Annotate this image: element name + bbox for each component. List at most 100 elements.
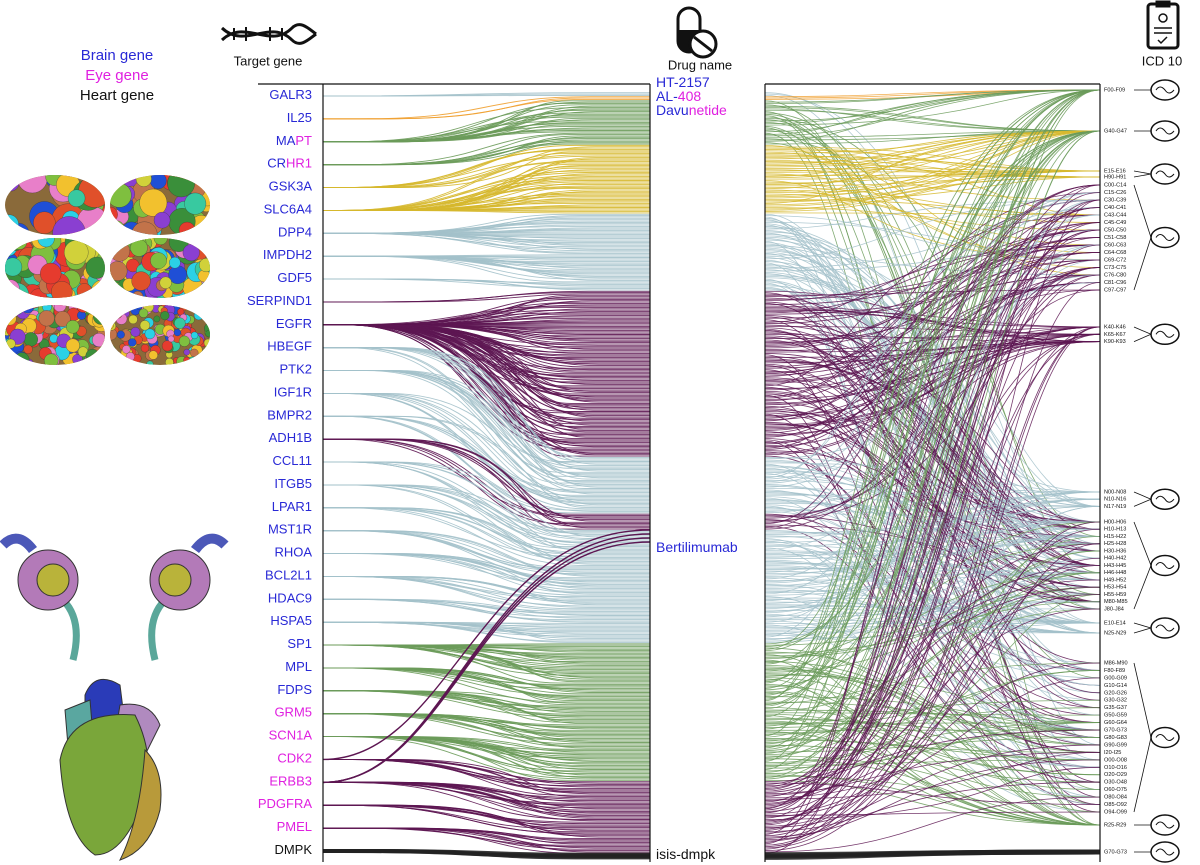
brain-region	[5, 313, 12, 323]
header: Drug name	[668, 57, 732, 72]
flow-line	[764, 282, 1101, 834]
label-part: FDPS	[277, 682, 312, 697]
flow-line	[764, 515, 1101, 603]
flow-line	[323, 94, 650, 97]
label: ITGB5	[274, 476, 312, 491]
flow-line	[764, 301, 1101, 552]
label: HSPA5	[270, 614, 312, 629]
label: PTK2	[279, 362, 312, 377]
flow-line	[764, 244, 1101, 348]
bracket	[1133, 627, 1152, 634]
icd-code: J80-J84	[1104, 606, 1124, 612]
dna-icon	[220, 23, 317, 45]
brain-region	[51, 281, 73, 298]
brain-region	[149, 175, 167, 190]
flow-line	[764, 130, 1101, 773]
flow-line	[764, 361, 1101, 523]
label-part: AL-	[656, 88, 678, 104]
flow-line	[764, 130, 1101, 206]
brain-region	[135, 305, 143, 310]
label: EGFR	[276, 316, 312, 331]
organ-icon-detail	[1155, 127, 1175, 135]
flow-line	[764, 311, 1101, 342]
brain-region	[90, 305, 105, 313]
eye-nerve	[60, 597, 80, 661]
flow-line	[323, 347, 650, 458]
flow-line	[764, 341, 1101, 418]
flow-line	[764, 184, 1101, 810]
brain-region	[201, 305, 210, 312]
label: ERBB3	[269, 774, 312, 789]
flow-line	[764, 566, 1101, 624]
label: CRHR1	[267, 156, 312, 171]
brain-region	[76, 305, 91, 313]
flow-line	[323, 392, 650, 498]
flow-line	[764, 199, 1101, 847]
flow-line	[764, 572, 1101, 637]
label-part: MPL	[285, 659, 312, 674]
eye-nerve	[148, 597, 168, 661]
flow-line	[764, 176, 1101, 211]
brain-region	[40, 262, 62, 285]
icd-code: O60-O75	[1104, 787, 1127, 793]
heart-ventricle	[119, 748, 162, 861]
label-part: netide	[689, 102, 727, 118]
flow-line	[764, 341, 1101, 448]
flow-line	[323, 736, 650, 780]
label: SLC6A4	[264, 202, 312, 217]
flow-line	[764, 184, 1101, 845]
brain-region	[153, 315, 161, 323]
brain-region	[178, 335, 190, 347]
brain-region	[5, 238, 18, 253]
flow-line	[323, 804, 650, 838]
flow-line	[323, 370, 650, 488]
check	[1157, 36, 1168, 45]
label: HBEGF	[267, 339, 312, 354]
icd-code: E10-E14	[1104, 620, 1126, 626]
label-part: RHOA	[274, 545, 312, 560]
brain-region	[165, 357, 174, 365]
brain-region	[21, 305, 34, 314]
brain-region	[10, 289, 24, 298]
flow-line	[764, 332, 1101, 530]
label-part: CR	[267, 156, 286, 171]
label: MAPT	[276, 133, 312, 148]
icd-code: C40-C41	[1104, 205, 1126, 211]
flow-line	[323, 530, 650, 577]
label-part: SP1	[287, 637, 312, 652]
flow-line	[764, 146, 1101, 172]
icd-code: O20-O29	[1104, 772, 1127, 778]
brain-region	[5, 311, 17, 326]
brain-region	[159, 276, 172, 289]
flow-line	[764, 89, 1101, 142]
flow-line	[764, 506, 1101, 614]
icd-code: G10-G14	[1104, 683, 1127, 689]
brain	[110, 238, 210, 298]
label-part: BCL2L1	[265, 568, 312, 583]
label-part: LPAR1	[272, 499, 312, 514]
flow-line	[764, 237, 1101, 819]
flow-line	[764, 521, 1101, 841]
flow-line	[764, 199, 1101, 806]
icd-code: G40-G47	[1104, 128, 1127, 134]
icd-code: H49-H52	[1104, 577, 1126, 583]
flow-line	[764, 811, 1101, 816]
brain-region	[110, 345, 116, 355]
flow-line	[764, 528, 1101, 558]
flow-line	[323, 781, 650, 822]
flow-line	[764, 192, 1101, 488]
flow-line	[764, 130, 1101, 204]
flow-line	[764, 498, 1101, 535]
brain-region	[38, 310, 55, 327]
brain-region	[167, 335, 175, 343]
flow-line	[764, 89, 1101, 645]
flow-line	[323, 132, 650, 166]
label-part: isis-dmpk	[656, 846, 716, 862]
label: BCL2L1	[265, 568, 312, 583]
flow-line	[764, 491, 1101, 496]
flow-line	[323, 415, 650, 508]
flow-line	[323, 232, 650, 250]
flow-line	[323, 507, 650, 566]
brain-region	[111, 355, 119, 363]
